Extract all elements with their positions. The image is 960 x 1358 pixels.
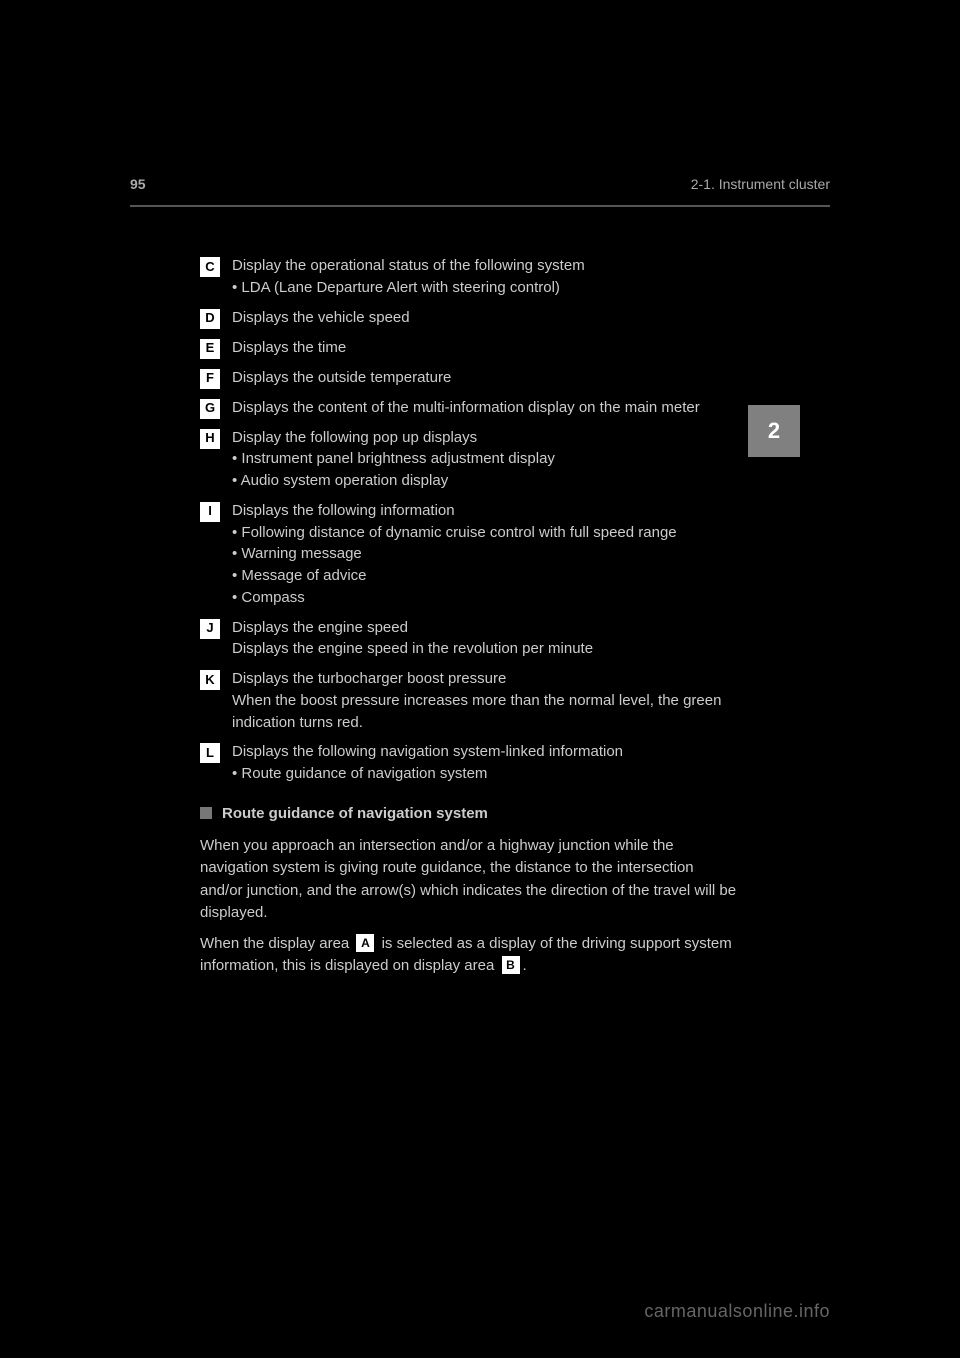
item-text: Displays the time	[232, 337, 740, 359]
item-text: Display the operational status of the fo…	[232, 255, 740, 299]
item-subline: • Warning message	[232, 543, 740, 565]
letter-box-icon: D	[200, 309, 220, 329]
legend-item: L Displays the following navigation syste…	[200, 741, 740, 785]
letter-box-icon: C	[200, 257, 220, 277]
paragraph-text-with-refs: When the display area A is selected as a…	[200, 933, 740, 978]
legend-item: H Display the following pop up displays• …	[200, 427, 740, 492]
legend-item: E Displays the time	[200, 337, 740, 359]
item-text: Displays the content of the multi-inform…	[232, 397, 740, 419]
legend-item: F Displays the outside temperature	[200, 367, 740, 389]
letter-ref-b-icon: B	[502, 956, 520, 974]
item-text: Displays the vehicle speed	[232, 307, 740, 329]
content-body: C Display the operational status of the f…	[200, 255, 740, 986]
item-subline: • Audio system operation display	[232, 470, 740, 492]
letter-box-icon: F	[200, 369, 220, 389]
item-subline: • LDA (Lane Departure Alert with steerin…	[232, 277, 740, 299]
item-subline: • Message of advice	[232, 565, 740, 587]
item-subline: • Instrument panel brightness adjustment…	[232, 448, 740, 470]
item-subline: • Following distance of dynamic cruise c…	[232, 522, 740, 544]
subsection-title: Route guidance of navigation system	[222, 803, 488, 825]
subsection-heading: Route guidance of navigation system	[200, 803, 740, 825]
legend-item: I Displays the following information• Fol…	[200, 500, 740, 609]
letter-box-icon: I	[200, 502, 220, 522]
item-subline: • Route guidance of navigation system	[232, 763, 740, 785]
letter-box-icon: L	[200, 743, 220, 763]
chapter-number: 2	[768, 418, 780, 444]
letter-ref-a-icon: A	[356, 934, 374, 952]
chapter-tab: 2	[748, 405, 800, 457]
legend-item: K Displays the turbocharger boost pressur…	[200, 668, 740, 733]
item-text: Displays the outside temperature	[232, 367, 740, 389]
item-text: Displays the following information• Foll…	[232, 500, 740, 609]
letter-box-icon: E	[200, 339, 220, 359]
item-subline: • Compass	[232, 587, 740, 609]
page-header: 95 2-1. Instrument cluster	[130, 176, 830, 192]
letter-box-icon: K	[200, 670, 220, 690]
legend-item: J Displays the engine speedDisplays the e…	[200, 617, 740, 661]
item-subline: Displays the engine speed in the revolut…	[232, 638, 740, 660]
paragraph-text: When you approach an intersection and/or…	[200, 835, 740, 925]
square-bullet-icon	[200, 807, 212, 819]
page-number: 95	[130, 176, 146, 192]
item-text: Displays the engine speedDisplays the en…	[232, 617, 740, 661]
header-rule	[130, 205, 830, 207]
item-text: Displays the turbocharger boost pressure…	[232, 668, 740, 733]
text-fragment: When the display area	[200, 935, 353, 952]
watermark: carmanualsonline.info	[644, 1301, 830, 1322]
item-subline: When the boost pressure increases more t…	[232, 690, 740, 734]
legend-item: D Displays the vehicle speed	[200, 307, 740, 329]
item-text: Display the following pop up displays• I…	[232, 427, 740, 492]
section-title: 2-1. Instrument cluster	[691, 176, 830, 192]
text-fragment: .	[523, 957, 527, 974]
legend-item: C Display the operational status of the f…	[200, 255, 740, 299]
letter-box-icon: H	[200, 429, 220, 449]
item-text: Displays the following navigation system…	[232, 741, 740, 785]
letter-box-icon: G	[200, 399, 220, 419]
legend-item: G Displays the content of the multi-infor…	[200, 397, 740, 419]
letter-box-icon: J	[200, 619, 220, 639]
